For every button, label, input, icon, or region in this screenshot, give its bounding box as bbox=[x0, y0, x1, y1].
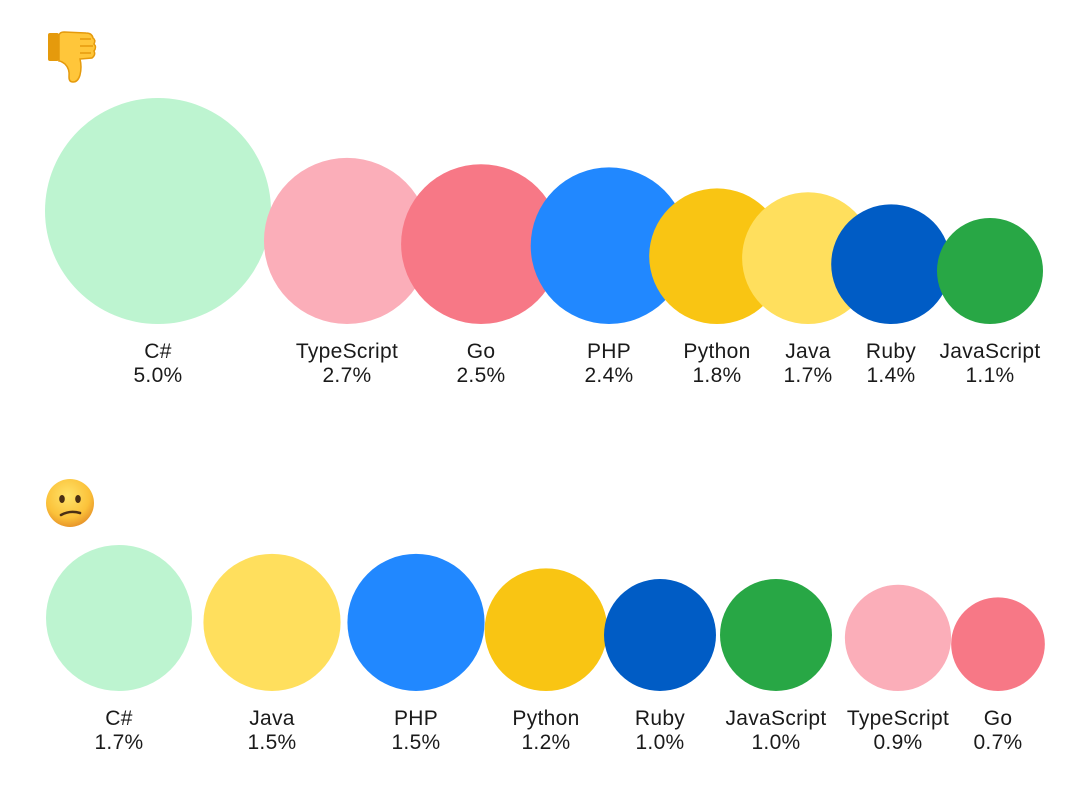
bubble-value-c-sharp: 5.0% bbox=[133, 364, 182, 387]
bubble-label-ruby: Ruby bbox=[866, 340, 916, 363]
bubble-value-go: 2.5% bbox=[456, 364, 505, 387]
bubble-label-c-sharp: C# bbox=[105, 707, 132, 730]
bubble-value-c-sharp: 1.7% bbox=[94, 731, 143, 754]
bubble-value-java: 1.5% bbox=[247, 731, 296, 754]
bubble-javascript bbox=[720, 579, 832, 691]
bubble-label-typescript: TypeScript bbox=[847, 707, 949, 730]
bubble-value-python: 1.2% bbox=[521, 731, 570, 754]
bubble-php bbox=[530, 167, 688, 324]
bubble-label-python: Python bbox=[683, 340, 750, 363]
bubble-label-javascript: JavaScript bbox=[725, 707, 826, 730]
bubble-ruby bbox=[604, 579, 716, 691]
bubble-label-typescript: TypeScript bbox=[296, 340, 398, 363]
bubble-typescript bbox=[844, 584, 952, 691]
bubble-value-go: 0.7% bbox=[973, 731, 1022, 754]
bubble-label-ruby: Ruby bbox=[635, 707, 685, 730]
bubble-label-php: PHP bbox=[394, 707, 438, 730]
bubble-go bbox=[951, 597, 1045, 691]
bubble-label-javascript: JavaScript bbox=[939, 340, 1040, 363]
confused-face-icon bbox=[46, 479, 94, 527]
bubble-value-java: 1.7% bbox=[783, 364, 832, 387]
bubble-label-php: PHP bbox=[587, 340, 631, 363]
bubble-javascript bbox=[936, 217, 1044, 324]
bubble-typescript bbox=[263, 157, 431, 324]
bubble-value-javascript: 1.1% bbox=[965, 364, 1014, 387]
bubble-c-sharp bbox=[46, 545, 192, 691]
bubble-value-typescript: 0.9% bbox=[873, 731, 922, 754]
bubble-value-php: 2.4% bbox=[584, 364, 633, 387]
bubble-label-go: Go bbox=[467, 340, 496, 363]
bubble-value-python: 1.8% bbox=[692, 364, 741, 387]
bubble-python bbox=[484, 568, 608, 691]
thumbs-down-icon bbox=[48, 31, 97, 83]
bubble-value-php: 1.5% bbox=[391, 731, 440, 754]
bubble-ruby bbox=[831, 204, 951, 324]
bubble-value-typescript: 2.7% bbox=[322, 364, 371, 387]
bubble-value-ruby: 1.4% bbox=[866, 364, 915, 387]
bubble-label-python: Python bbox=[512, 707, 579, 730]
chart-section-neutral: C#1.7%Java1.5%PHP1.5%Python1.2%Ruby1.0%J… bbox=[46, 545, 1045, 754]
bubble-c-sharp bbox=[45, 98, 271, 324]
bubble-label-c-sharp: C# bbox=[144, 340, 171, 363]
chart-section-dislike: C#5.0%TypeScript2.7%Go2.5%PHP2.4%Python1… bbox=[45, 98, 1044, 387]
bubble-java bbox=[203, 553, 341, 692]
bubble-label-java: Java bbox=[785, 340, 831, 363]
bubble-php bbox=[347, 553, 485, 692]
bubble-go bbox=[401, 164, 561, 324]
bubble-value-javascript: 1.0% bbox=[751, 731, 800, 754]
bubble-label-java: Java bbox=[249, 707, 295, 730]
bubble-value-ruby: 1.0% bbox=[635, 731, 684, 754]
bubble-label-go: Go bbox=[984, 707, 1013, 730]
